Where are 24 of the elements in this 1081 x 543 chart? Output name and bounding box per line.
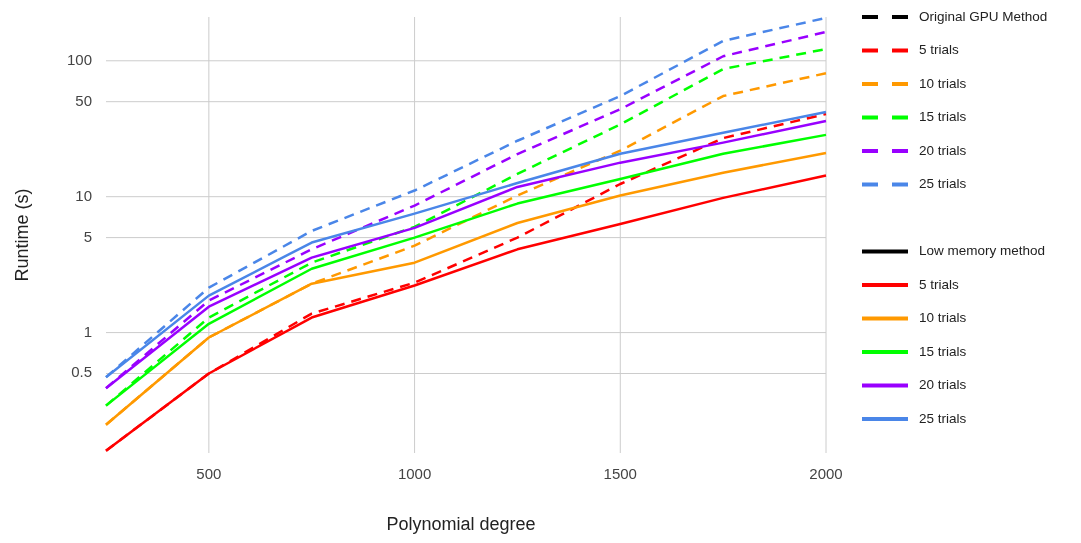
legend-label: 25 trials bbox=[919, 410, 967, 426]
y-tick-label: 5 bbox=[83, 227, 92, 245]
x-axis-title: Polynomial degree bbox=[386, 514, 536, 534]
legend-label: 20 trials bbox=[919, 377, 967, 393]
legend-label: 5 trials bbox=[919, 276, 960, 292]
legend-label: 10 trials bbox=[919, 75, 967, 91]
legend-label: 15 trials bbox=[919, 109, 967, 125]
legend-label: 5 trials bbox=[919, 42, 960, 58]
y-tick-label: 1 bbox=[83, 322, 92, 340]
legend-label: Original GPU Method bbox=[919, 8, 1048, 24]
y-tick-label: 0.5 bbox=[71, 363, 92, 381]
y-tick-label: 10 bbox=[75, 186, 92, 204]
legend-label: 20 trials bbox=[919, 142, 967, 158]
y-tick-label: 50 bbox=[75, 91, 92, 109]
x-tick-label: 500 bbox=[196, 464, 222, 482]
y-tick-label: 100 bbox=[66, 50, 92, 68]
legend-label: 10 trials bbox=[919, 310, 967, 326]
y-axis-title: Runtime (s) bbox=[12, 188, 32, 282]
legend-label: 25 trials bbox=[919, 176, 967, 192]
legend-label: Low memory method bbox=[919, 243, 1046, 259]
x-tick-label: 2000 bbox=[809, 464, 843, 482]
x-tick-label: 1500 bbox=[603, 464, 637, 482]
legend-label: 15 trials bbox=[919, 343, 967, 359]
x-tick-label: 1000 bbox=[397, 464, 432, 482]
